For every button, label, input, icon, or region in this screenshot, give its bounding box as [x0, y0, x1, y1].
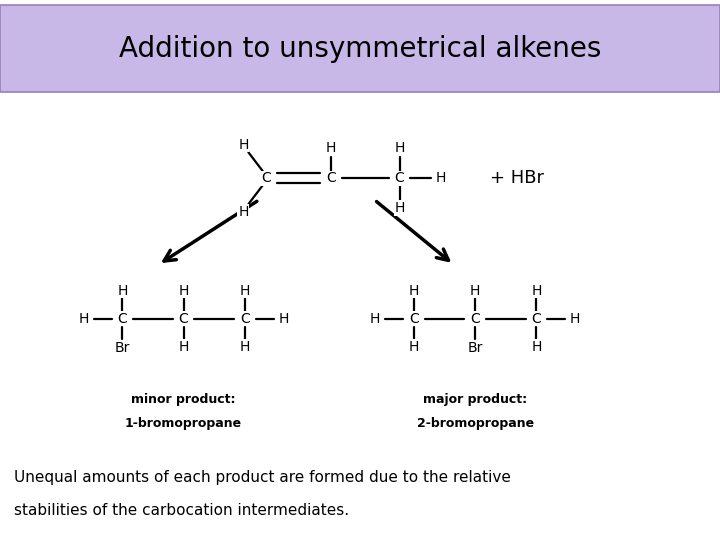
Text: H: H	[326, 141, 336, 156]
Text: Addition to unsymmetrical alkenes: Addition to unsymmetrical alkenes	[119, 35, 601, 63]
Text: H: H	[409, 284, 419, 298]
FancyBboxPatch shape	[0, 5, 720, 92]
Text: stabilities of the carbocation intermediates.: stabilities of the carbocation intermedi…	[14, 503, 349, 518]
Text: C: C	[261, 171, 271, 185]
Text: H: H	[78, 312, 89, 326]
Text: C: C	[395, 171, 405, 185]
Text: minor product:: minor product:	[131, 393, 236, 406]
Text: H: H	[240, 284, 250, 298]
Text: H: H	[179, 340, 189, 354]
Text: C: C	[179, 312, 189, 326]
Text: Br: Br	[467, 341, 483, 355]
Text: H: H	[409, 340, 419, 354]
Text: H: H	[570, 312, 580, 326]
Text: H: H	[436, 171, 446, 185]
Text: H: H	[238, 138, 248, 152]
Text: C: C	[470, 312, 480, 326]
Text: H: H	[470, 284, 480, 298]
Text: major product:: major product:	[423, 393, 527, 406]
Text: H: H	[240, 340, 250, 354]
Text: H: H	[179, 284, 189, 298]
Text: C: C	[409, 312, 419, 326]
Text: + HBr: + HBr	[490, 169, 544, 187]
Text: C: C	[326, 171, 336, 185]
Text: 1-bromopropane: 1-bromopropane	[125, 417, 242, 430]
Text: Unequal amounts of each product are formed due to the relative: Unequal amounts of each product are form…	[14, 470, 511, 485]
Text: H: H	[395, 141, 405, 156]
Text: C: C	[240, 312, 250, 326]
Text: H: H	[531, 340, 541, 354]
Text: H: H	[117, 284, 127, 298]
Text: H: H	[531, 284, 541, 298]
Text: H: H	[370, 312, 380, 326]
Text: C: C	[117, 312, 127, 326]
Text: H: H	[395, 201, 405, 215]
Text: C: C	[531, 312, 541, 326]
Text: 2-bromopropane: 2-bromopropane	[417, 417, 534, 430]
Text: H: H	[279, 312, 289, 326]
Text: Br: Br	[114, 341, 130, 355]
Text: H: H	[238, 205, 248, 219]
